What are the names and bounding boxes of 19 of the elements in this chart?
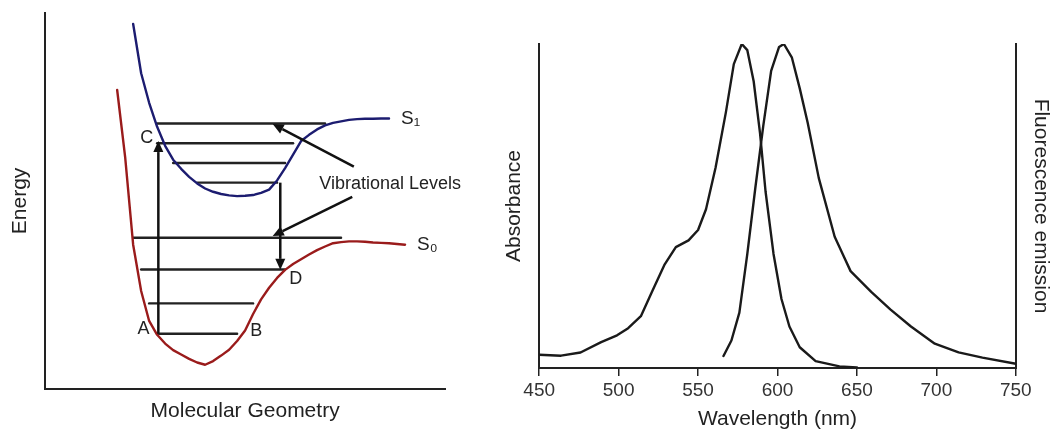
x-tick-label: 550 (682, 378, 714, 400)
annotation: A (137, 318, 150, 339)
y2-axis-title: Fluorescence emission (1030, 98, 1054, 314)
annotation: C (140, 126, 154, 147)
annotation: Vibrational Levels (319, 173, 462, 194)
x-tick-label: 700 (920, 378, 953, 400)
annotation: D (289, 267, 303, 288)
y-axis-title: Absorbance (501, 149, 525, 263)
x-tick-label: 600 (761, 378, 794, 400)
x-axis-title: Wavelength (nm) (697, 406, 858, 430)
y-axis-title: Energy (7, 167, 31, 235)
x-tick-label: 500 (602, 378, 635, 400)
x-tick-label: 650 (841, 378, 873, 400)
annotation: B (250, 320, 263, 341)
x-tick-label: 450 (523, 378, 556, 400)
series-label: S₀ (417, 232, 438, 254)
x-tick-label: 750 (999, 378, 1032, 400)
x-axis-title: Molecular Geometry (150, 398, 341, 422)
series-label: S₁ (401, 106, 421, 128)
